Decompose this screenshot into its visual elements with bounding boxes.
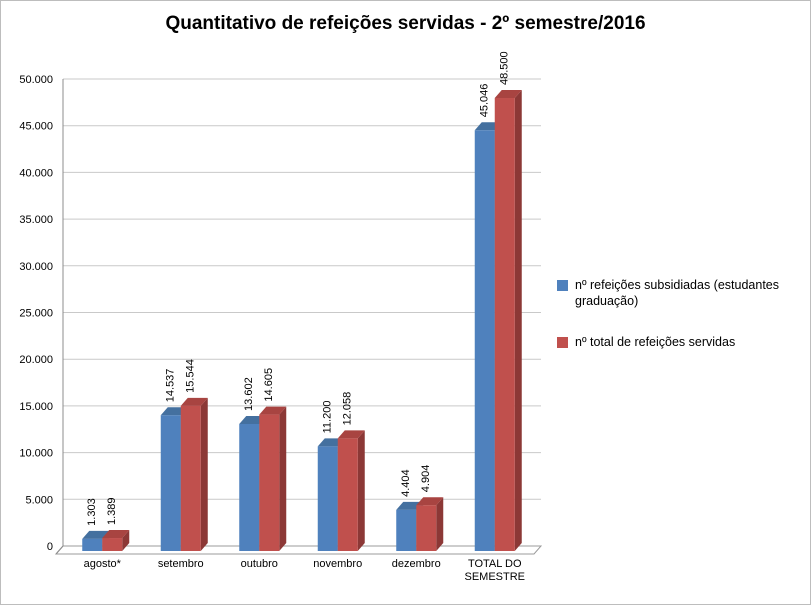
bar bbox=[102, 538, 123, 551]
x-axis-label: novembro bbox=[313, 558, 362, 570]
bar-value-label: 12.058 bbox=[342, 392, 354, 426]
bar-value-label: 1.303 bbox=[86, 498, 98, 526]
bar-top-face bbox=[337, 430, 365, 439]
bar-side-face bbox=[514, 90, 522, 551]
bar bbox=[494, 98, 515, 551]
bar-value-label: 1.389 bbox=[106, 497, 118, 525]
chart-title: Quantitativo de refeições servidas - 2º … bbox=[165, 13, 646, 34]
bar bbox=[160, 415, 181, 551]
bar bbox=[317, 446, 338, 551]
bar bbox=[82, 538, 103, 551]
y-axis-label: 25.000 bbox=[19, 308, 53, 320]
bar bbox=[474, 130, 495, 551]
y-axis-line bbox=[55, 79, 64, 555]
legend-item: nº total de refeições servidas bbox=[557, 334, 807, 350]
bar-value-label: 14.537 bbox=[165, 369, 177, 403]
bar bbox=[416, 505, 437, 551]
bar-value-label: 48.500 bbox=[499, 51, 511, 85]
bar-top-face bbox=[259, 406, 287, 415]
legend-swatch-total bbox=[557, 336, 568, 348]
bar-side-face bbox=[357, 430, 365, 551]
legend-label-subsidiadas: nº refeições subsidiadas (estudantes gra… bbox=[575, 278, 779, 309]
x-axis-label: TOTAL DO bbox=[468, 558, 522, 570]
bar-top-face bbox=[102, 530, 130, 539]
y-axis-label: 15.000 bbox=[19, 401, 53, 413]
x-axis-label: setembro bbox=[158, 558, 204, 570]
bar-top-face bbox=[82, 530, 110, 539]
y-axis-label: 50.000 bbox=[19, 74, 53, 86]
y-axis-label: 40.000 bbox=[19, 167, 53, 179]
bar-top-face bbox=[494, 90, 522, 99]
legend-swatch-subsidiadas bbox=[557, 280, 568, 291]
bar-value-label: 45.046 bbox=[479, 84, 491, 118]
bar bbox=[337, 438, 358, 551]
bar-value-label: 4.404 bbox=[400, 469, 412, 497]
bar bbox=[259, 414, 280, 551]
x-axis-label: outubro bbox=[241, 558, 278, 570]
x-axis-label: dezembro bbox=[392, 558, 441, 570]
x-axis-label: agosto* bbox=[84, 558, 122, 570]
bar-side-face bbox=[200, 397, 208, 551]
x-axis-label: SEMESTRE bbox=[464, 571, 525, 583]
bar-side-face bbox=[279, 406, 287, 551]
bar bbox=[180, 405, 201, 551]
legend-label-total: nº total de refeições servidas bbox=[575, 334, 736, 349]
y-axis-label: 20.000 bbox=[19, 354, 53, 366]
bar-value-label: 11.200 bbox=[322, 401, 334, 434]
legend: nº refeições subsidiadas (estudantes gra… bbox=[557, 277, 807, 350]
bar-value-label: 4.904 bbox=[420, 465, 432, 493]
bar-value-label: 15.544 bbox=[185, 359, 197, 393]
bar-top-face bbox=[180, 397, 208, 406]
bar-value-label: 13.602 bbox=[243, 377, 255, 411]
y-axis-label: 5.000 bbox=[25, 494, 53, 506]
chart-floor bbox=[54, 545, 543, 555]
bar-side-face bbox=[122, 530, 130, 551]
bar bbox=[396, 509, 417, 551]
y-axis-label: 35.000 bbox=[19, 214, 53, 226]
bar-value-label: 14.605 bbox=[263, 368, 275, 402]
legend-item: nº refeições subsidiadas (estudantes gra… bbox=[557, 277, 807, 310]
bar-top-face bbox=[416, 497, 444, 506]
y-axis-label: 45.000 bbox=[19, 121, 53, 133]
y-axis-label: 0 bbox=[47, 541, 53, 553]
y-axis-label: 10.000 bbox=[19, 448, 53, 460]
bar-side-face bbox=[436, 497, 444, 551]
y-axis-label: 30.000 bbox=[19, 261, 53, 273]
bar bbox=[239, 423, 260, 551]
